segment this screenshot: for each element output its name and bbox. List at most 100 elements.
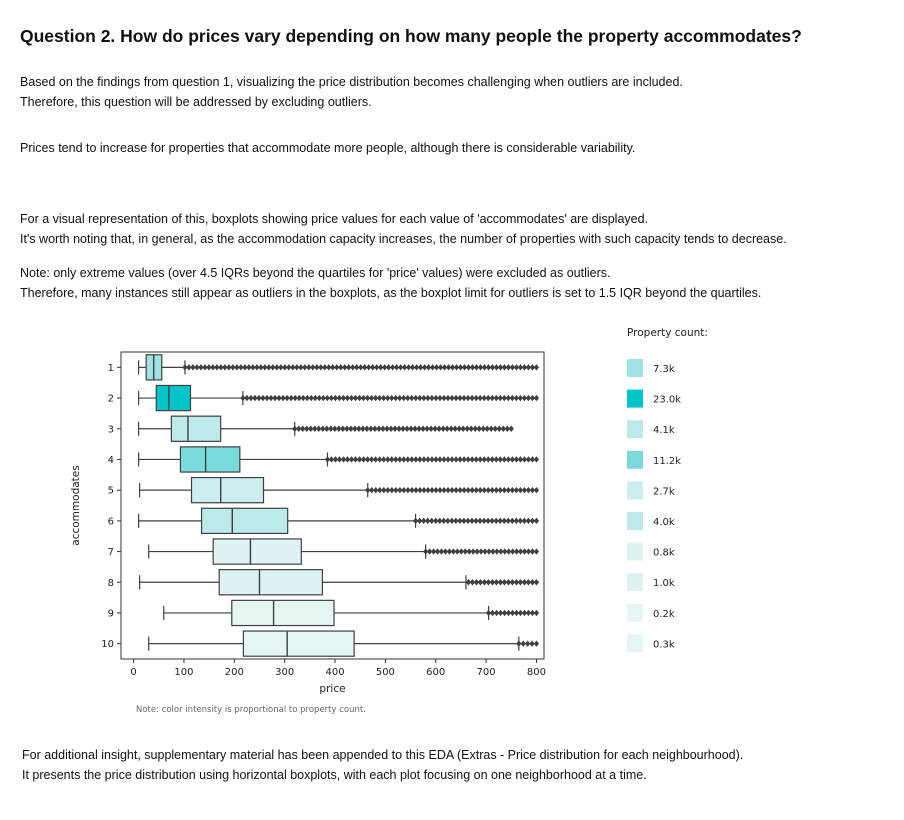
outlier-marker	[497, 579, 504, 586]
y-tick-label: 8	[108, 578, 114, 589]
outlier-marker	[509, 579, 516, 586]
outlier-marker	[377, 456, 383, 463]
outlier-marker	[344, 456, 351, 463]
outlier-marker	[473, 394, 479, 402]
outlier-marker	[368, 394, 375, 402]
outlier-marker	[397, 456, 403, 463]
outlier-marker	[348, 456, 355, 463]
outlier-marker	[509, 364, 516, 371]
outlier-marker	[501, 579, 508, 586]
legend-swatch-10	[627, 634, 643, 653]
outlier-marker	[427, 548, 433, 555]
legend-swatch-6	[627, 512, 643, 530]
outlier-marker	[416, 425, 422, 432]
outlier-marker	[362, 364, 368, 371]
legend-count-10: 0.3k	[653, 639, 675, 650]
x-axis-label: price	[319, 683, 345, 695]
outlier-marker	[357, 456, 363, 463]
chart-footnote: Note: color intensity is proportional to…	[136, 705, 366, 715]
outlier-marker	[385, 456, 391, 463]
outlier-marker	[513, 394, 519, 402]
outlier-marker	[465, 456, 471, 463]
outlier-marker	[485, 364, 492, 371]
outlier-marker	[477, 394, 483, 402]
legend-count-1: 7.3k	[653, 364, 675, 375]
x-tick-label: 200	[225, 667, 244, 678]
outlier-marker	[473, 364, 480, 371]
outlier-marker	[354, 364, 360, 371]
outlier-marker	[521, 394, 527, 402]
outlier-marker	[464, 425, 470, 432]
outlier-marker	[318, 364, 324, 371]
outlier-marker	[385, 394, 391, 402]
outlier-marker	[304, 425, 310, 432]
outlier-marker	[501, 456, 507, 463]
outlier-marker	[409, 394, 415, 402]
outlier-marker	[517, 456, 523, 463]
legend-count-9: 0.2k	[653, 609, 675, 620]
outlier-marker	[376, 425, 382, 432]
outlier-marker	[496, 425, 502, 432]
visual-paragraph: For a visual representation of this, box…	[20, 209, 787, 249]
outlier-marker	[513, 609, 520, 617]
x-tick-label: 100	[174, 667, 193, 678]
outlier-marker	[278, 364, 284, 371]
outlier-marker	[402, 364, 408, 371]
outlier-marker	[521, 456, 527, 463]
outlier-marker	[437, 456, 443, 463]
box-group-3	[117, 415, 514, 442]
outlier-marker	[372, 394, 379, 402]
outlier-marker	[509, 517, 515, 525]
outlier-marker	[324, 394, 330, 402]
x-tick-label: 700	[477, 667, 496, 678]
outlier-marker	[262, 364, 268, 371]
outlier-marker	[390, 364, 396, 371]
outlier-marker	[421, 394, 427, 402]
outlier-marker	[418, 364, 424, 371]
outlier-marker	[268, 394, 274, 402]
outlier-marker	[442, 548, 449, 555]
outlier-marker	[533, 579, 540, 586]
outlier-marker	[489, 517, 495, 525]
outlier-marker	[202, 364, 208, 371]
outlier-marker	[290, 364, 296, 371]
outlier-marker	[214, 364, 220, 371]
outlier-marker	[448, 425, 454, 432]
x-tick-label: 600	[426, 667, 445, 678]
outlier-marker	[312, 394, 318, 402]
outlier-marker	[456, 425, 462, 432]
outlier-marker	[437, 364, 444, 371]
outlier-marker	[449, 394, 455, 402]
outlier-marker	[493, 456, 499, 463]
outlier-marker	[252, 394, 258, 402]
outlier-marker	[230, 364, 236, 371]
outlier-marker	[433, 456, 439, 463]
box-group-2	[117, 384, 540, 412]
outlier-marker	[397, 394, 403, 402]
outlier-marker	[338, 364, 344, 371]
outlier-marker	[461, 394, 467, 402]
outlier-marker	[386, 364, 392, 371]
outlier-marker	[340, 456, 347, 463]
outlier-marker	[356, 394, 363, 402]
outlier-marker	[310, 364, 316, 371]
outlier-marker	[194, 364, 200, 371]
outlier-marker	[429, 486, 435, 494]
outlier-marker	[381, 486, 387, 494]
iqr-box	[242, 630, 355, 657]
outlier-marker	[256, 394, 262, 402]
outlier-marker	[234, 364, 240, 371]
outlier-marker	[517, 579, 524, 586]
intro-paragraph: Based on the findings from question 1, v…	[20, 72, 683, 112]
extra-line-1: For additional insight, supplementary ma…	[22, 748, 744, 762]
outlier-marker	[389, 456, 395, 463]
y-tick-label: 5	[108, 486, 114, 497]
outlier-marker	[514, 548, 520, 555]
outlier-marker	[472, 425, 478, 432]
finding-line: Prices tend to increase for properties t…	[20, 141, 636, 155]
outlier-marker	[481, 364, 488, 371]
outlier-marker	[444, 425, 450, 432]
outlier-marker	[493, 579, 500, 586]
outlier-marker	[218, 364, 224, 371]
outlier-marker	[489, 456, 495, 463]
